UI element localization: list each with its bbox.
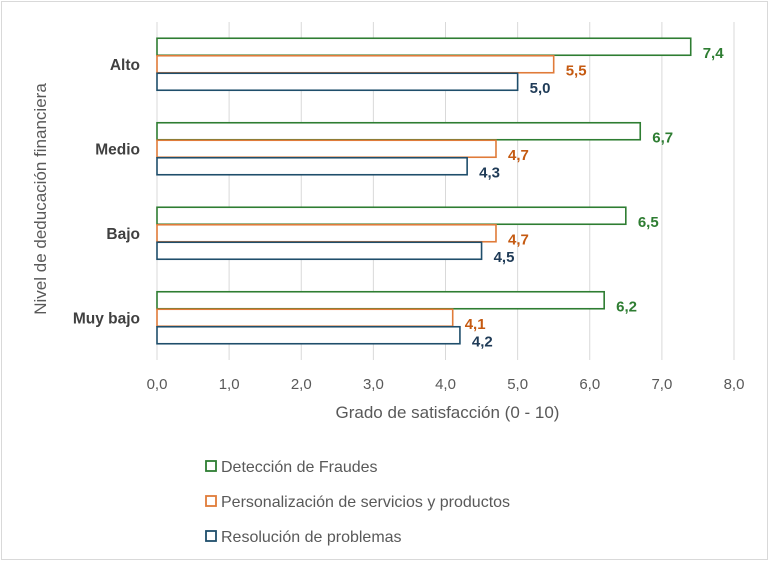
legend-label: Resolución de problemas bbox=[221, 529, 402, 546]
bar-resolucion-de-problemas bbox=[156, 156, 468, 176]
x-tick-label: 2,0 bbox=[291, 376, 312, 393]
x-axis-title: Grado de satisfacción (0 - 10) bbox=[336, 403, 560, 422]
legend-label: Personalización de servicios y productos bbox=[221, 494, 510, 511]
category-label: Alto bbox=[110, 57, 140, 74]
bar-deteccion-de-fraudes bbox=[156, 206, 627, 226]
category-label: Bajo bbox=[106, 226, 140, 243]
data-label: 5,5 bbox=[566, 62, 587, 79]
x-tick-label: 6,0 bbox=[579, 376, 600, 393]
x-tick-label: 3,0 bbox=[363, 376, 384, 393]
x-tick-label: 4,0 bbox=[435, 376, 456, 393]
legend-swatch bbox=[205, 530, 217, 542]
data-label: 5,0 bbox=[530, 80, 551, 97]
x-tick-label: 8,0 bbox=[724, 376, 745, 393]
bar-deteccion-de-fraudes bbox=[156, 121, 642, 141]
legend-swatch bbox=[205, 495, 217, 507]
data-label: 4,1 bbox=[465, 316, 486, 333]
data-label: 4,5 bbox=[494, 249, 515, 266]
data-label: 4,3 bbox=[479, 164, 500, 181]
bar-resolucion-de-problemas bbox=[156, 72, 519, 92]
data-label: 4,7 bbox=[508, 231, 529, 248]
data-label: 7,4 bbox=[703, 45, 725, 62]
x-tick-label: 5,0 bbox=[507, 376, 528, 393]
y-axis-title: Nivel de deducación financiera bbox=[31, 83, 50, 315]
category-label: Muy bajo bbox=[73, 310, 140, 327]
x-tick-label: 1,0 bbox=[219, 376, 240, 393]
bar-resolucion-de-problemas bbox=[156, 241, 483, 261]
x-tick-label: 0,0 bbox=[147, 376, 168, 393]
bar-deteccion-de-fraudes bbox=[156, 37, 692, 57]
category-label: Medio bbox=[95, 141, 140, 158]
legend-swatch bbox=[205, 460, 217, 472]
bar-deteccion-de-fraudes bbox=[156, 290, 605, 310]
x-tick-label: 7,0 bbox=[651, 376, 672, 393]
bar-personalizacion-de-servicios-y-productos bbox=[156, 223, 497, 243]
bar-personalizacion-de-servicios-y-productos bbox=[156, 54, 555, 74]
data-label: 4,7 bbox=[508, 147, 529, 164]
data-label: 6,5 bbox=[638, 214, 659, 231]
data-label: 6,7 bbox=[652, 129, 673, 146]
bar-personalizacion-de-servicios-y-productos bbox=[156, 139, 497, 159]
bar-personalizacion-de-servicios-y-productos bbox=[156, 308, 454, 328]
legend-label: Detección de Fraudes bbox=[221, 459, 378, 476]
data-label: 6,2 bbox=[616, 298, 637, 315]
data-label: 4,2 bbox=[472, 333, 493, 350]
bar-resolucion-de-problemas bbox=[156, 325, 461, 345]
